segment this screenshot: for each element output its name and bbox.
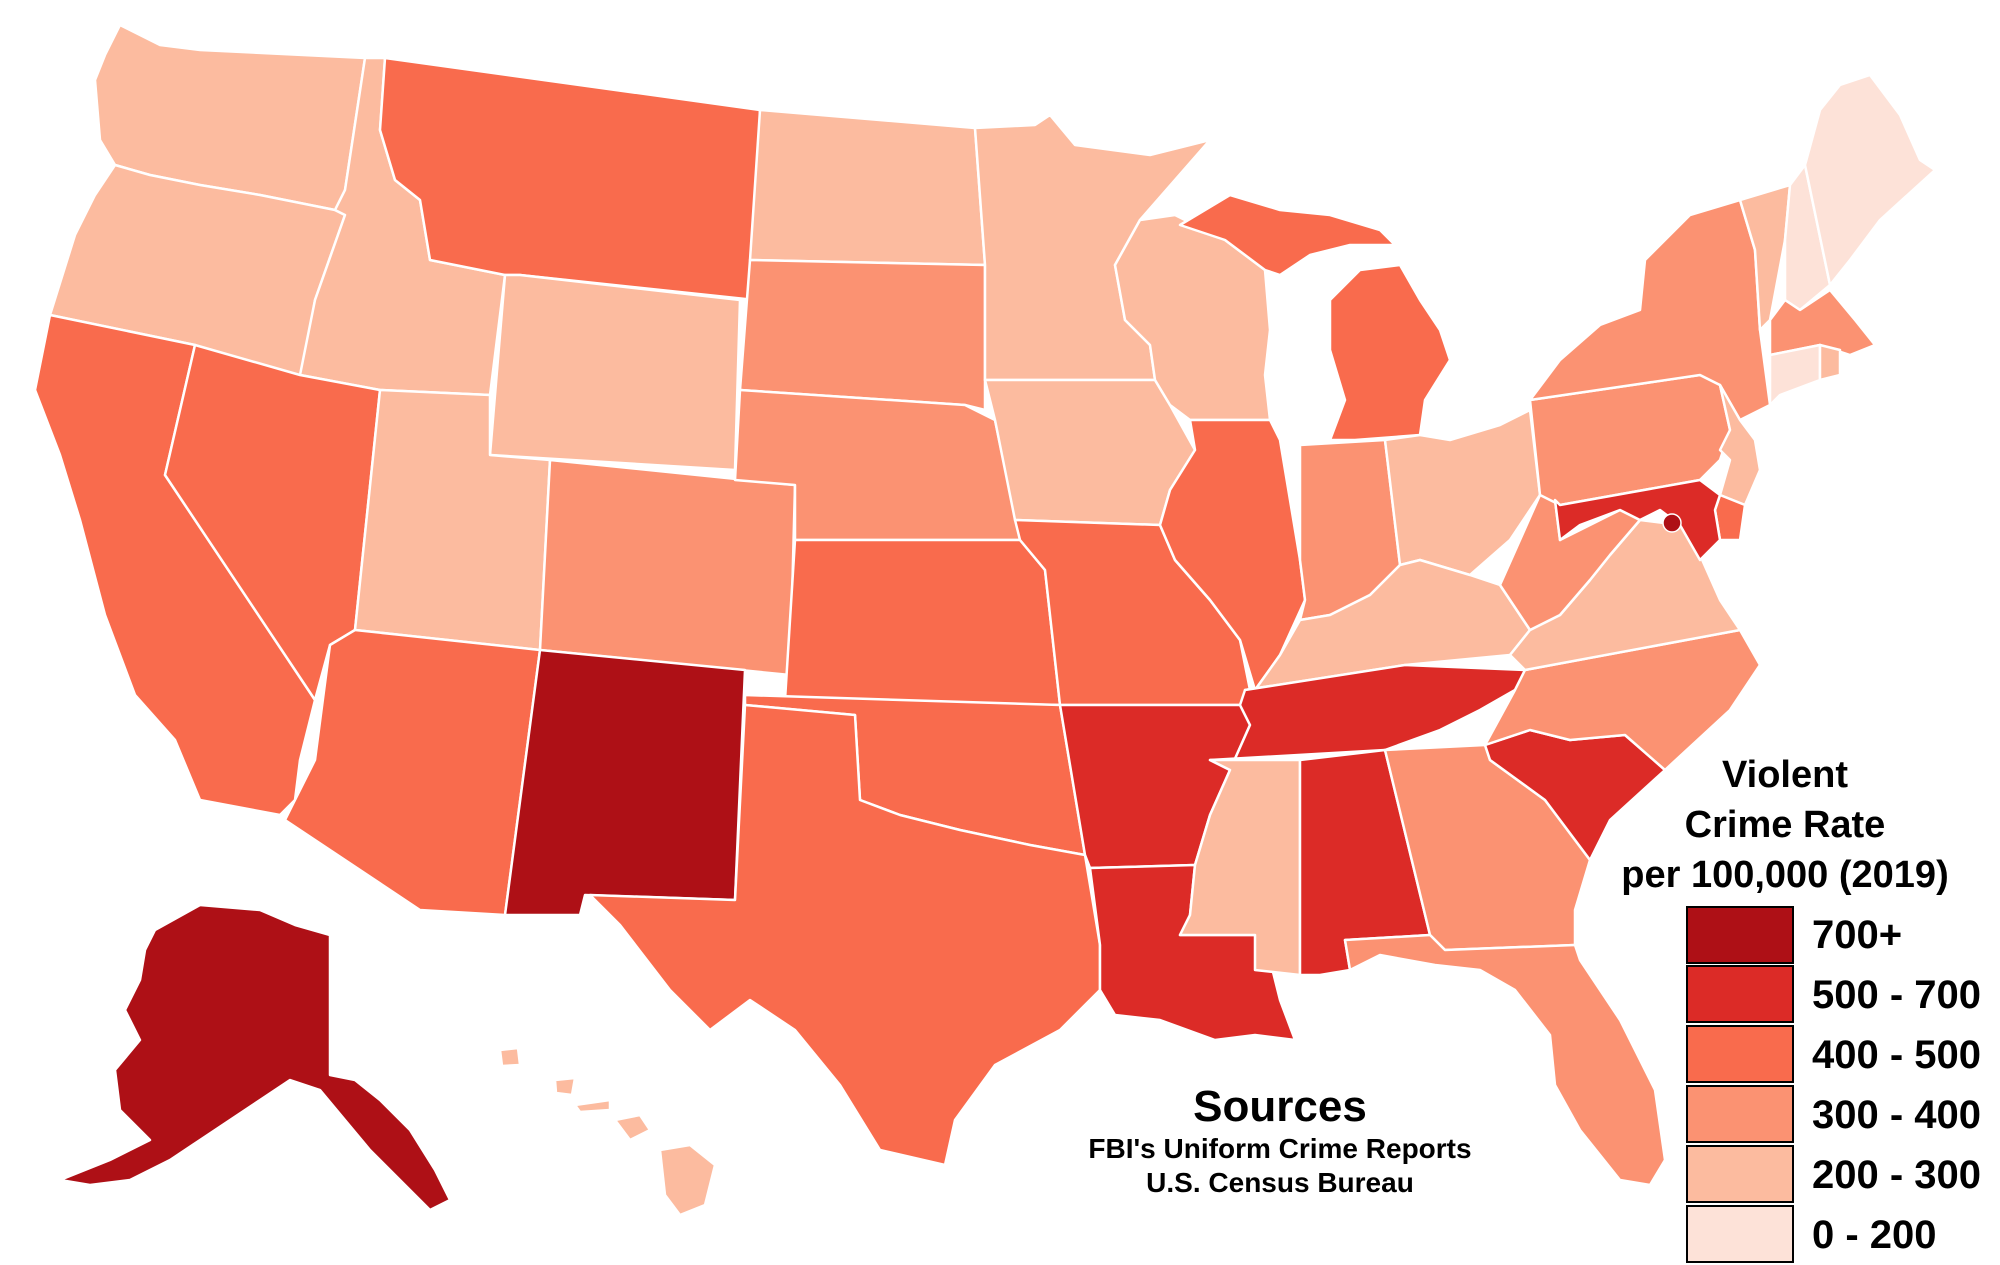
state-north-dakota <box>748 108 987 267</box>
state-illinois <box>1158 418 1307 692</box>
hawaii <box>498 1046 717 1217</box>
state-maine <box>1803 73 1937 287</box>
state-florida <box>1343 933 1667 1187</box>
legend-label: 300 - 400 <box>1812 1092 1982 1137</box>
legend-title-line-1: Violent <box>1722 754 1848 796</box>
legend-label: 0 - 200 <box>1812 1212 1937 1257</box>
state-wyoming <box>488 273 742 472</box>
legend-label: 500 - 700 <box>1812 972 1982 1017</box>
state-district-of-columbia <box>1662 513 1682 533</box>
state-colorado <box>538 458 797 677</box>
us-states-map <box>33 23 1937 1217</box>
state-iowa <box>983 378 1197 527</box>
contiguous-states <box>33 23 1937 1187</box>
state-hawaii-kauai <box>498 1046 522 1068</box>
legend-title-line-2: Crime Rate <box>1684 804 1886 846</box>
state-alaska <box>58 903 452 1212</box>
sources-block: Sources FBI's Uniform Crime Reports U.S.… <box>1040 1082 1520 1200</box>
state-michigan-upper <box>1178 193 1397 277</box>
state-wisconsin <box>1113 213 1272 422</box>
alaska <box>58 903 452 1212</box>
legend-swatch <box>1686 1085 1794 1143</box>
legend-label: 400 - 500 <box>1812 1032 1982 1077</box>
legend-label: 700+ <box>1812 912 1903 957</box>
state-kansas <box>783 538 1062 707</box>
legend: 700+ 500 - 700 400 - 500 300 - 400 200 -… <box>1686 905 1981 1265</box>
state-michigan-lower <box>1328 263 1452 442</box>
legend-swatch <box>1686 1145 1794 1203</box>
state-hawaii-molokai <box>573 1098 612 1114</box>
legend-item: 300 - 400 <box>1686 1085 1981 1145</box>
legend-item: 400 - 500 <box>1686 1025 1981 1085</box>
state-south-dakota <box>738 258 987 412</box>
legend-title: Violent Crime Rate per 100,000 (2019) <box>1585 750 1985 900</box>
source-line-census: U.S. Census Bureau <box>1146 1167 1414 1198</box>
source-line-fbi: FBI's Uniform Crime Reports <box>1088 1133 1472 1164</box>
state-hawaii-maui <box>613 1113 652 1142</box>
legend-item: 700+ <box>1686 905 1981 965</box>
legend-item: 200 - 300 <box>1686 1145 1981 1205</box>
legend-swatch <box>1686 965 1794 1023</box>
legend-item: 0 - 200 <box>1686 1205 1981 1265</box>
legend-title-line-3: per 100,000 (2019) <box>1621 854 1949 896</box>
legend-swatch <box>1686 1205 1794 1263</box>
legend-swatch <box>1686 906 1794 964</box>
state-rhode-island <box>1818 343 1842 382</box>
sources-title: Sources <box>1193 1082 1367 1131</box>
legend-swatch <box>1686 1025 1794 1083</box>
state-connecticut <box>1768 343 1822 407</box>
state-hawaii-big-island <box>658 1143 717 1217</box>
state-hawaii-oahu <box>553 1076 577 1097</box>
state-new-mexico <box>503 648 747 917</box>
legend-item: 500 - 700 <box>1686 965 1981 1025</box>
state-texas <box>588 703 1102 1167</box>
legend-label: 200 - 300 <box>1812 1152 1982 1197</box>
